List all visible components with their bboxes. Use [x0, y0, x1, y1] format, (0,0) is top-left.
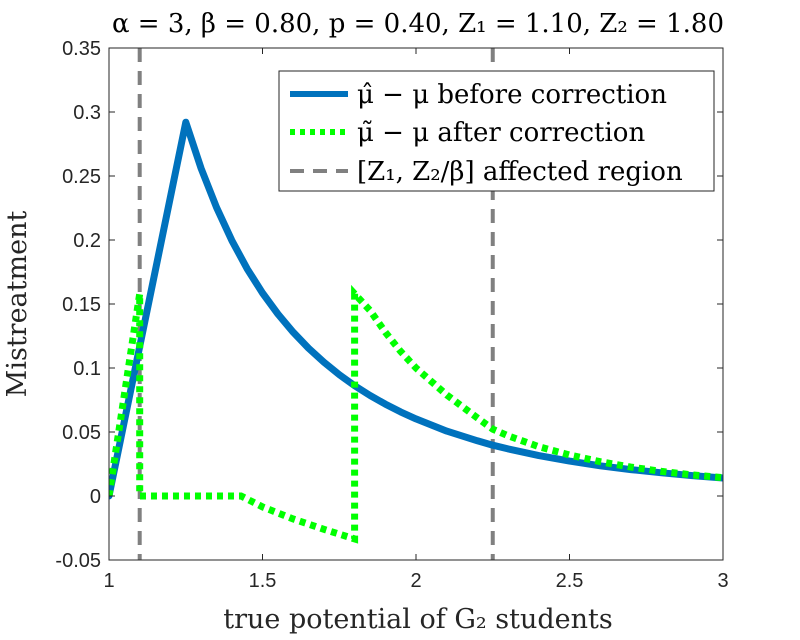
legend-label-after: μ̃ − μ after correction: [357, 118, 645, 148]
y-tick-label: -0.05: [55, 550, 101, 572]
line-before-correction: [109, 118, 723, 500]
x-axis-label: true potential of G₂ students: [223, 604, 613, 635]
y-tick-label: 0.15: [62, 294, 101, 316]
y-tick-label: 0.35: [62, 38, 101, 60]
chart-title: α = 3, β = 0.80, p = 0.40, Z₁ = 1.10, Z₂…: [112, 9, 724, 39]
legend-label-before: μ̂ − μ before correction: [357, 80, 667, 110]
y-tick-label: 0.3: [73, 102, 101, 124]
x-tick-label: 2.5: [556, 570, 584, 592]
series-before-correction: [109, 118, 723, 500]
x-tick-label: 2: [410, 570, 421, 592]
y-tick-label: 0.25: [62, 166, 101, 188]
x-tick-label: 1: [103, 570, 114, 592]
x-tick-label: 3: [717, 570, 728, 592]
x-axis-ticks: 1 1.5 2 2.5 3: [103, 48, 729, 592]
y-axis-ticks: -0.05 0 0.05 0.1 0.15 0.2 0.25 0.3 0.35: [55, 38, 723, 572]
y-tick-label: 0.05: [62, 422, 101, 444]
legend-label-region: [Z₁, Z₂/β] affected region: [357, 157, 683, 187]
y-axis-label: Mistreatment: [2, 211, 33, 398]
legend: μ̂ − μ before correction μ̃ − μ after co…: [278, 70, 715, 192]
series-after-correction: [109, 284, 723, 544]
legend-box: [278, 70, 715, 192]
line-after-correction: [109, 284, 723, 544]
y-tick-label: 0.2: [73, 230, 101, 252]
y-tick-label: 0.1: [73, 358, 101, 380]
y-tick-label: 0: [90, 486, 101, 508]
x-tick-label: 1.5: [249, 570, 277, 592]
